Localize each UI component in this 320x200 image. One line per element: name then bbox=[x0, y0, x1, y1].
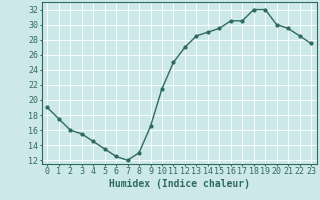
X-axis label: Humidex (Indice chaleur): Humidex (Indice chaleur) bbox=[109, 179, 250, 189]
